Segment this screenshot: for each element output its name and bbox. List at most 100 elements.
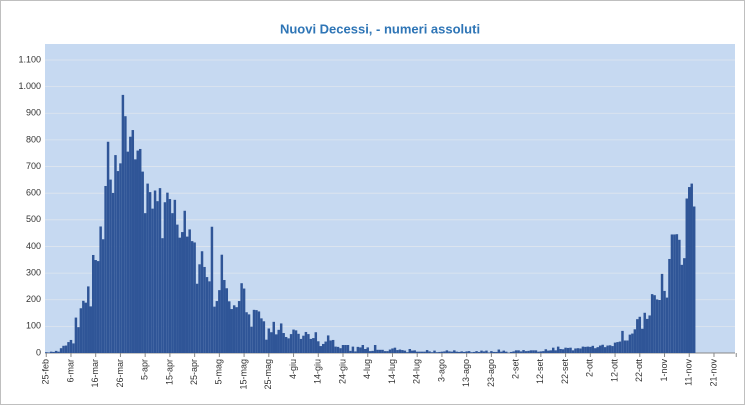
bar <box>535 350 537 353</box>
bar <box>273 322 275 353</box>
bar <box>132 130 134 353</box>
bar <box>166 193 168 353</box>
bar <box>404 351 406 353</box>
bar <box>268 328 270 353</box>
y-tick-label: 500 <box>26 214 41 224</box>
bar <box>92 255 94 353</box>
bar <box>342 345 344 353</box>
bar <box>584 347 586 353</box>
bar <box>329 340 331 353</box>
bar <box>587 347 589 353</box>
bar <box>643 313 645 353</box>
y-tick-label: 600 <box>26 188 41 198</box>
bar <box>611 346 613 353</box>
x-tick-label: 25-feb <box>41 359 51 385</box>
bar <box>218 290 220 353</box>
bar <box>324 342 326 353</box>
bar <box>505 352 507 353</box>
x-tick-label: 25-mag <box>263 359 273 390</box>
bar <box>616 342 618 353</box>
y-tick-label: 1.000 <box>18 81 41 91</box>
bar <box>386 351 388 353</box>
bar <box>174 200 176 353</box>
bar <box>248 314 250 353</box>
bar <box>500 352 502 353</box>
bar <box>409 349 411 353</box>
bar <box>413 350 415 353</box>
bar <box>579 348 581 353</box>
x-tick-label: 22-set <box>560 359 570 385</box>
bar <box>287 338 289 353</box>
bar <box>94 260 96 353</box>
bar <box>196 284 198 353</box>
bar <box>144 213 146 353</box>
bar <box>137 151 139 353</box>
bar <box>582 347 584 353</box>
x-tick-label: 14-lug <box>387 359 397 384</box>
bar <box>483 351 485 353</box>
bar <box>537 352 539 353</box>
x-tick-label: 26-mar <box>115 359 125 388</box>
x-tick-label: 15-mag <box>238 359 248 390</box>
x-tick-label: 12-ott <box>609 359 619 383</box>
bar <box>688 187 690 353</box>
bar <box>465 351 467 353</box>
bar <box>488 352 490 353</box>
bar <box>181 232 183 353</box>
bar <box>134 159 136 353</box>
bar <box>666 298 668 353</box>
bar <box>522 350 524 353</box>
bar <box>473 352 475 353</box>
bar <box>517 350 519 353</box>
bar <box>243 289 245 353</box>
bar <box>156 201 158 353</box>
x-tick-label: 15-apr <box>164 359 174 385</box>
bar <box>344 345 346 353</box>
bar <box>334 347 336 353</box>
bar <box>554 350 556 353</box>
bar <box>639 317 641 353</box>
bar <box>651 294 653 353</box>
x-tick-label: 23-ago <box>486 359 496 387</box>
x-tick-label: 2-set <box>511 359 521 380</box>
bar <box>337 347 339 353</box>
bar <box>206 277 208 353</box>
bar <box>525 351 527 353</box>
bar <box>673 234 675 353</box>
bar <box>253 310 255 353</box>
y-tick-label: 400 <box>26 241 41 251</box>
x-tick-label: 22-ott <box>634 359 644 383</box>
bar <box>255 310 257 353</box>
bar <box>559 349 561 353</box>
bar <box>213 307 215 353</box>
bar <box>663 291 665 353</box>
bar <box>601 345 603 353</box>
x-tick-label: 3-ago <box>436 359 446 382</box>
bar <box>574 348 576 353</box>
bar <box>201 251 203 353</box>
bar <box>203 267 205 353</box>
bar <box>433 351 435 353</box>
bar <box>305 332 307 353</box>
bar <box>512 351 514 353</box>
bar <box>371 351 373 353</box>
bar <box>230 309 232 353</box>
bar <box>245 312 247 353</box>
bar <box>621 331 623 353</box>
bar <box>564 348 566 353</box>
bar <box>646 319 648 353</box>
y-tick-label: 100 <box>26 321 41 331</box>
bar <box>290 334 292 353</box>
bar <box>631 334 633 353</box>
bar <box>129 137 131 353</box>
x-tick-label: 2-ott <box>585 359 595 378</box>
bar <box>470 352 472 353</box>
bar <box>292 330 294 353</box>
bar <box>362 345 364 353</box>
bar <box>468 351 470 353</box>
bar <box>250 327 252 353</box>
bar <box>198 264 200 353</box>
bar <box>87 286 89 353</box>
x-tick-label: 11-nov <box>684 359 694 386</box>
x-tick-label: 24-lug <box>412 359 422 384</box>
